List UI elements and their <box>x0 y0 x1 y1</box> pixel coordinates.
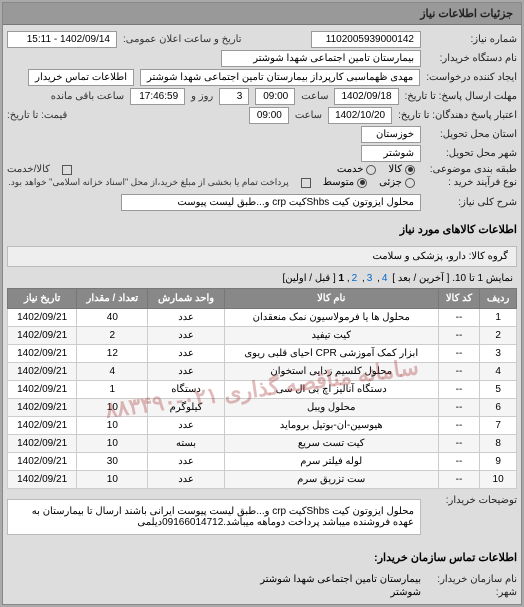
deadline-time: 09:00 <box>255 88 295 105</box>
buy-type-label: نوع فرآیند خرید : <box>427 177 517 188</box>
cash-credit-check[interactable] <box>62 165 72 175</box>
req-no-value: 1102005939000142 <box>311 31 421 48</box>
buyer-desc-label: توضیحات خریدار: <box>427 495 517 506</box>
cash-credit-label: کالا/خدمت <box>7 164 50 175</box>
table-header: کد کالا <box>438 289 479 309</box>
deliver-prov-value: خوزستان <box>361 126 421 143</box>
table-row[interactable]: 9--لوله فیلتر سرمعدد301402/09/21 <box>8 453 517 471</box>
time-label-2: ساعت <box>295 110 322 121</box>
pay-note-check[interactable] <box>301 178 311 188</box>
valid-until-label: اعتبار پاسخ دهندگان: تا تاریخ: <box>398 110 517 121</box>
remain-day-label: روز و <box>191 91 213 102</box>
pager-link-4[interactable]: 4 <box>382 273 388 284</box>
table-header: تاریخ نیاز <box>8 289 77 309</box>
table-row[interactable]: 4--محلول کلسیم زدایی استخوانعدد41402/09/… <box>8 363 517 381</box>
buyer-desc-value: محلول ایزوتون کیت Shbsکیت crp و...طبق لی… <box>7 499 421 535</box>
pager: نمایش 1 تا 10. [ آخرین / بعد ] 4, 3, 2, … <box>7 269 517 288</box>
deadline-label: مهلت ارسال پاسخ: تا تاریخ: <box>405 91 517 102</box>
table-row[interactable]: 10--ست تزریق سرمعدد101402/09/21 <box>8 471 517 489</box>
deliver-prov-label: استان محل تحویل: <box>427 129 517 140</box>
requester-label: ایجاد کننده درخواست: <box>426 72 517 83</box>
pkg-radio-all[interactable]: کالا <box>388 164 415 175</box>
goods-section-title: اطلاعات کالاهای مورد نیاز <box>3 217 521 240</box>
table-header: ردیف <box>480 289 517 309</box>
goods-table: ردیفکد کالانام کالاواحد شمارشتعداد / مقد… <box>7 288 517 489</box>
price-label: قیمت: تا تاریخ: <box>7 110 67 121</box>
table-header: واحد شمارش <box>148 289 224 309</box>
buyer-org-value: بیمارستان تامین اجتماعی شهدا شوشتر <box>221 50 421 67</box>
table-row[interactable]: 2--کیت تیفیدعدد21402/09/21 <box>8 327 517 345</box>
announce-value: 1402/09/14 - 15:11 <box>7 31 117 48</box>
group-value: دارو، پزشکی و سلامت <box>372 251 465 262</box>
table-row[interactable]: 5--دستگاه آنالیز اچ بی ال سیدستگاه11402/… <box>8 381 517 399</box>
deliver-city-label: شهر محل تحویل: <box>427 148 517 159</box>
table-row[interactable]: 3--ابزار کمک آموزشی CPR احیای قلبی ریویع… <box>8 345 517 363</box>
pay-note: پرداخت تمام یا بخشی از مبلغ خرید،از محل … <box>8 177 288 188</box>
pager-link-2[interactable]: 2 <box>352 273 358 284</box>
valid-time: 09:00 <box>249 107 289 124</box>
remain-time: 17:46:59 <box>130 88 185 105</box>
announce-label: تاریخ و ساعت اعلان عمومی: <box>123 34 242 45</box>
general-desc-value: محلول ایزوتون کیت Shbsکیت crp و...طبق لی… <box>121 194 421 211</box>
table-row[interactable]: 1--محلول ها یا فرمولاسیون نمک منعقدانعدد… <box>8 309 517 327</box>
remain-suffix: ساعت باقی مانده <box>51 91 124 102</box>
buy-radio-mid[interactable]: متوسط <box>323 177 367 188</box>
table-row[interactable]: 8--کیت تست سریعبسته101402/09/21 <box>8 435 517 453</box>
general-desc-label: شرح کلی نیاز: <box>427 197 517 208</box>
city-label: شهر: <box>427 587 517 598</box>
table-header: تعداد / مقدار <box>77 289 148 309</box>
deliver-city-value: شوشتر <box>361 145 421 162</box>
group-label: گروه کالا: <box>469 251 508 262</box>
req-no-label: شماره نیاز: <box>427 34 517 45</box>
pkg-label: طبقه بندی موضوعی: <box>427 164 517 175</box>
remain-days: 3 <box>219 88 249 105</box>
deadline-date: 1402/09/18 <box>334 88 398 105</box>
requester-value: مهدی ظهماسبی کارپرداز بیمارستان تامین اج… <box>140 69 420 86</box>
valid-date: 1402/10/20 <box>328 107 392 124</box>
buy-radio-low[interactable]: جزئی <box>379 177 415 188</box>
table-row[interactable]: 6--محلول ویبلکیلوگرم101402/09/21 <box>8 399 517 417</box>
pkg-radio-part[interactable]: خدمت <box>337 164 377 175</box>
city-value: شوشتر <box>391 587 421 598</box>
time-label-1: ساعت <box>301 91 328 102</box>
pager-current: 1 <box>339 273 345 284</box>
table-header: نام کالا <box>224 289 438 309</box>
table-row[interactable]: 7--هیوسین-ان-بوتیل برومایدعدد101402/09/2… <box>8 417 517 435</box>
panel-title: جزئیات اطلاعات نیاز <box>3 3 521 25</box>
buyer-org-label: نام دستگاه خریدار: <box>427 53 517 64</box>
contact-title: اطلاعات تماس سازمان خریدار: <box>3 545 521 568</box>
buyer-contact-link[interactable]: اطلاعات تماس خریدار <box>28 69 134 86</box>
pager-link-3[interactable]: 3 <box>367 273 373 284</box>
